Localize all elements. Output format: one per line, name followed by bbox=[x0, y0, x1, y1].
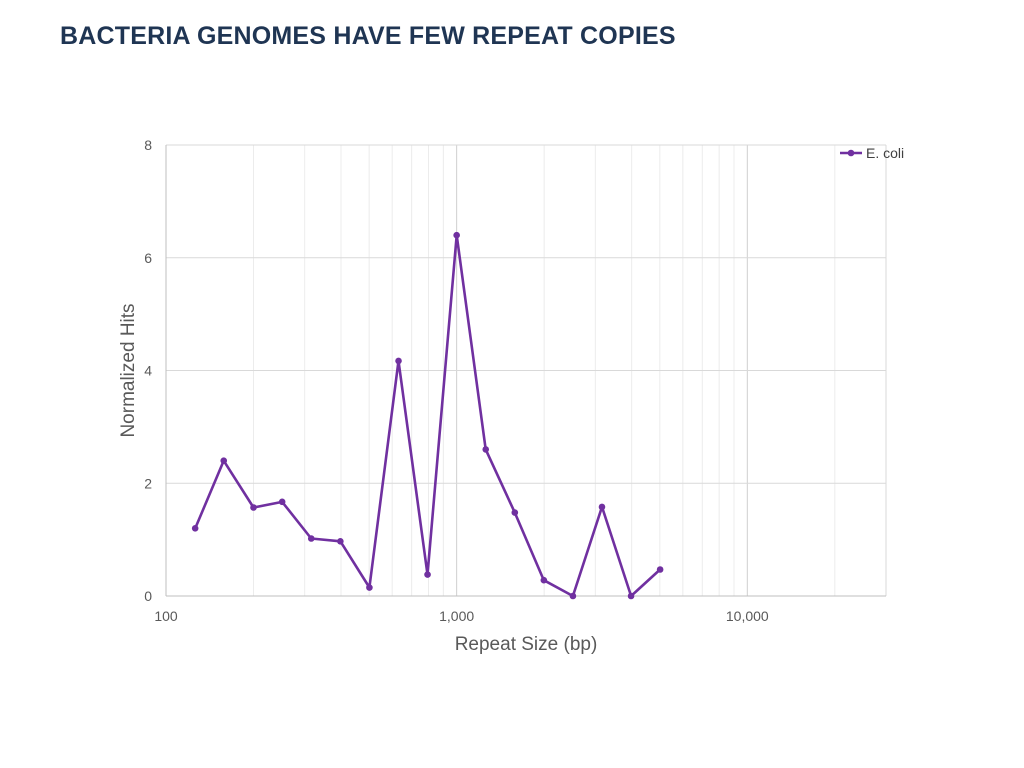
y-tick-label: 0 bbox=[144, 588, 152, 604]
data-point bbox=[511, 509, 519, 516]
data-point bbox=[250, 504, 257, 511]
x-axis-title: Repeat Size (bp) bbox=[455, 634, 598, 655]
data-point bbox=[395, 357, 402, 365]
data-point bbox=[540, 576, 548, 584]
slide-title: BACTERIA GENOMES HAVE FEW REPEAT COPIES bbox=[60, 22, 676, 50]
y-tick-label: 4 bbox=[144, 363, 152, 379]
axes bbox=[165, 145, 886, 597]
y-tick-label: 6 bbox=[144, 250, 152, 266]
y-tick-label: 8 bbox=[144, 137, 152, 153]
legend-label: E. coli bbox=[866, 145, 904, 161]
data-point bbox=[337, 538, 344, 545]
data-point bbox=[278, 498, 286, 506]
data-point bbox=[482, 446, 490, 453]
data-point bbox=[453, 231, 460, 239]
series-layer bbox=[191, 231, 664, 600]
data-point bbox=[627, 592, 635, 600]
x-tick-label: 10,000 bbox=[726, 608, 769, 624]
x-tick-label: 100 bbox=[154, 608, 178, 624]
legend: E. coli bbox=[840, 145, 904, 161]
legend-marker bbox=[847, 149, 855, 157]
grid-lines bbox=[165, 144, 887, 597]
data-point bbox=[366, 584, 373, 591]
data-point bbox=[307, 535, 315, 542]
tick-labels: 100 1,000 10,000 0 2 4 6 8 bbox=[144, 137, 769, 624]
y-axis-title: Normalized Hits bbox=[118, 303, 139, 437]
data-point bbox=[598, 503, 606, 511]
data-point bbox=[220, 457, 228, 465]
x-tick-label: 1,000 bbox=[439, 608, 474, 624]
data-point bbox=[569, 592, 577, 600]
data-point bbox=[424, 571, 431, 578]
data-point bbox=[656, 566, 664, 573]
y-tick-label: 2 bbox=[144, 475, 152, 491]
series-line bbox=[194, 233, 661, 598]
data-point bbox=[191, 525, 199, 532]
